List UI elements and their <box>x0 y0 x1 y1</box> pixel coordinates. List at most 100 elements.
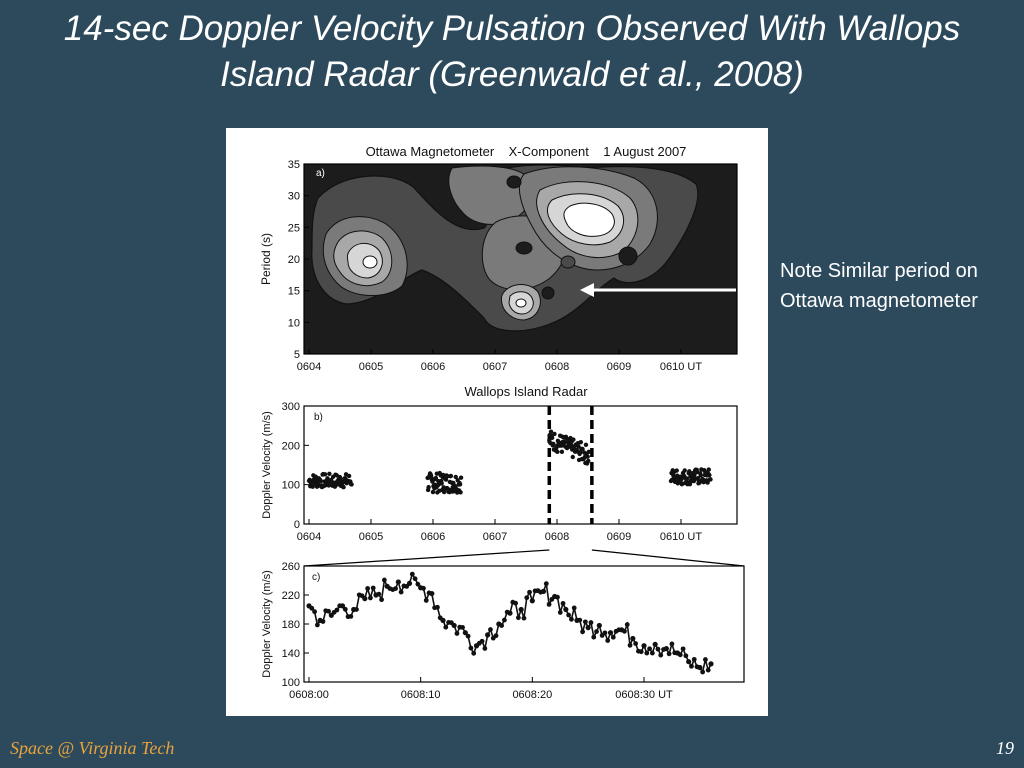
panel-a-label: a) <box>316 168 325 179</box>
x-tick-label: 0608:00 <box>289 689 329 701</box>
scatter-point <box>684 476 690 481</box>
y-tick-label: 20 <box>288 254 300 266</box>
line-point <box>395 579 401 585</box>
panel-b-ylabel: Doppler Velocity (m/s) <box>261 411 273 519</box>
line-point <box>607 630 614 636</box>
line-point <box>652 641 658 647</box>
y-tick-label: 15 <box>288 286 300 298</box>
contour-a1-peak <box>362 255 378 269</box>
line-point <box>479 638 485 644</box>
scatter-point <box>341 484 346 490</box>
line-point <box>708 661 714 667</box>
scatter-point <box>687 469 692 474</box>
line-point <box>540 588 547 594</box>
x-tick-label: 0606 <box>421 361 445 373</box>
line-point <box>440 617 446 623</box>
line-point <box>393 586 398 592</box>
line-point <box>644 650 650 656</box>
line-point <box>663 646 669 652</box>
panel-c: c) 100 140 180 220 260 0608:00 0608:10 0608:20… <box>261 561 745 701</box>
panel-a-xaxis: 0604 0605 0606 0607 0608 0609 0610 UT <box>297 349 702 373</box>
y-tick-label: 25 <box>288 222 300 234</box>
contour-hole-5 <box>618 246 638 266</box>
scatter-point <box>705 480 710 485</box>
scatter-point <box>439 481 444 486</box>
x-tick-label: 0608:10 <box>401 689 441 701</box>
line-point <box>546 601 552 607</box>
panel-a-ylabel: Period (s) <box>259 233 273 285</box>
scatter-point <box>440 472 446 478</box>
scatter-point <box>708 477 713 482</box>
scatter-point <box>682 468 687 473</box>
line-point <box>683 653 689 659</box>
page-number: 19 <box>996 738 1014 758</box>
contour-a3-peak <box>515 298 527 308</box>
contour-hole-3 <box>541 286 555 300</box>
line-point <box>627 642 633 648</box>
line-point <box>630 635 636 642</box>
line-point <box>454 631 460 636</box>
scatter-point <box>571 437 576 442</box>
line-point <box>485 632 491 638</box>
line-point <box>471 650 477 656</box>
footer-label: Space @ Virginia Tech <box>10 738 175 758</box>
contour-hole-1 <box>506 175 522 189</box>
line-point <box>488 627 493 632</box>
scatter-point <box>549 435 555 441</box>
line-point <box>423 597 429 603</box>
line-point <box>705 667 711 673</box>
contour-hole-2 <box>515 241 533 255</box>
line-point <box>320 619 326 624</box>
line-point <box>468 645 474 651</box>
zoom-connector <box>303 549 745 567</box>
line-point <box>566 612 572 618</box>
line-point <box>605 638 611 643</box>
line-point <box>543 581 549 587</box>
panel-c-label: c) <box>312 572 320 583</box>
line-point <box>515 615 521 621</box>
panel-b-points <box>306 429 713 495</box>
y-tick-label: 180 <box>282 619 300 631</box>
line-point <box>591 634 597 640</box>
y-tick-label: 30 <box>288 191 300 203</box>
x-tick-label: 0604 <box>297 361 321 373</box>
line-point <box>376 591 382 597</box>
line-point <box>596 622 602 629</box>
x-tick-label: 0610 UT <box>660 361 702 373</box>
x-tick-label: 0608 <box>545 361 569 373</box>
scatter-point <box>327 471 332 477</box>
line-point <box>365 586 371 591</box>
line-point <box>326 608 331 614</box>
line-point <box>641 643 647 649</box>
line-point <box>689 663 694 669</box>
line-point <box>348 613 354 619</box>
line-point <box>580 629 585 635</box>
x-tick-label: 0607 <box>483 361 507 373</box>
line-point <box>624 622 630 627</box>
line-point <box>379 597 384 603</box>
scatter-point <box>578 450 583 455</box>
line-point <box>370 585 376 591</box>
x-tick-label: 0609 <box>607 531 631 543</box>
panel-b-title: Wallops Island Radar <box>464 384 588 399</box>
y-tick-label: 100 <box>282 480 300 492</box>
scatter-point <box>707 472 712 478</box>
line-point <box>354 607 359 612</box>
panel-a-title: Ottawa Magnetometer X-Component 1 August… <box>366 144 687 159</box>
x-tick-label: 0605 <box>359 531 383 543</box>
line-point <box>594 629 599 634</box>
scatter-point <box>585 454 590 459</box>
scatter-point <box>346 473 352 479</box>
panel-b-frame <box>303 405 738 525</box>
line-point <box>569 616 574 622</box>
scatter-point <box>548 429 554 434</box>
y-tick-label: 260 <box>282 561 300 573</box>
line-point <box>518 606 524 613</box>
scatter-point <box>322 472 328 477</box>
x-tick-label: 0604 <box>297 531 321 543</box>
line-point <box>460 624 465 630</box>
y-tick-label: 220 <box>282 590 300 602</box>
note-arrow <box>580 283 736 297</box>
line-point <box>342 606 348 612</box>
